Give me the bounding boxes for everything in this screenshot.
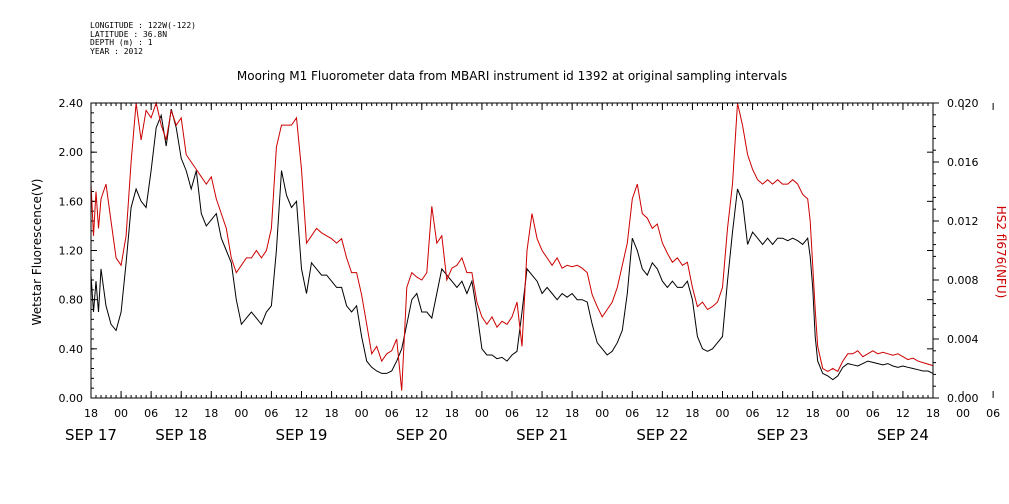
x-hour-label: 18 — [445, 407, 459, 420]
y-right-tick-label: 0.000 — [947, 392, 979, 405]
y-right-tick-label: 0.008 — [947, 274, 979, 287]
x-day-label: SEP 20 — [396, 426, 448, 444]
plot-frame — [90, 102, 934, 399]
x-day-label: SEP 19 — [276, 426, 328, 444]
x-hour-label: 00 — [595, 407, 609, 420]
x-hour-label: 06 — [385, 407, 399, 420]
x-hour-label: 06 — [264, 407, 278, 420]
y-axis-left-label: Wetstar Fluorescence(V) — [30, 179, 44, 326]
red-series-line — [90, 101, 934, 391]
x-hour-label: 06 — [144, 407, 158, 420]
y-left-tick-label: 0.40 — [59, 343, 84, 356]
metadata-block: LONGITUDE : 122W(-122) LATITUDE : 36.8N … — [90, 21, 196, 56]
depth-text: DEPTH (m) : 1 — [90, 38, 153, 47]
x-day-label: SEP 21 — [516, 426, 568, 444]
y-right-tick-label: 0.004 — [947, 333, 979, 346]
y-left-tick-label: 1.20 — [59, 245, 84, 258]
x-hour-label: 12 — [415, 407, 429, 420]
x-hour-label: 12 — [174, 407, 188, 420]
x-hour-label: 18 — [565, 407, 579, 420]
x-hour-label: 12 — [776, 407, 790, 420]
x-day-label: SEP 23 — [757, 426, 809, 444]
x-hour-label: 00 — [836, 407, 850, 420]
chart-title: Mooring M1 Fluorometer data from MBARI i… — [237, 69, 787, 83]
x-hour-label: 18 — [325, 407, 339, 420]
x-hour-label: 06 — [746, 407, 760, 420]
x-hour-label: 00 — [234, 407, 248, 420]
y-axis-right-label: HS2 fl676(NFU) — [994, 206, 1008, 299]
x-hour-label: 06 — [625, 407, 639, 420]
black-series-line — [90, 108, 934, 381]
longitude-text: LONGITUDE : 122W(-122) — [90, 21, 196, 30]
y-right-tick-label: 0.012 — [947, 215, 979, 228]
y-right-tick-label: 0.016 — [947, 156, 979, 169]
x-day-label: SEP 24 — [877, 426, 929, 444]
latitude-text: LATITUDE : 36.8N — [90, 29, 168, 39]
x-hour-label: 12 — [295, 407, 309, 420]
x-hour-label: 12 — [896, 407, 910, 420]
year-text: YEAR : 2012 — [90, 46, 143, 56]
x-hour-label: 12 — [535, 407, 549, 420]
y-left-tick-label: 0.00 — [59, 392, 84, 405]
x-hour-label: 18 — [806, 407, 820, 420]
x-day-label: SEP 22 — [636, 426, 688, 444]
x-hour-label: 06 — [505, 407, 519, 420]
x-hour-label: 00 — [355, 407, 369, 420]
x-hour-label: 00 — [114, 407, 128, 420]
x-hour-label: 00 — [716, 407, 730, 420]
x-hour-label: 06 — [986, 407, 1000, 420]
x-hour-label: 18 — [204, 407, 218, 420]
x-hour-label: 00 — [475, 407, 489, 420]
x-hour-label: 12 — [655, 407, 669, 420]
x-hour-label: 18 — [685, 407, 699, 420]
x-hour-label: 18 — [926, 407, 940, 420]
y-left-tick-label: 0.80 — [59, 294, 84, 307]
x-day-label: SEP 18 — [155, 426, 207, 444]
x-hour-label: 06 — [866, 407, 880, 420]
y-left-tick-label: 1.60 — [59, 195, 84, 208]
x-hour-label: 00 — [956, 407, 970, 420]
y-left-tick-label: 2.00 — [59, 146, 84, 159]
y-left-tick-label: 2.40 — [59, 97, 84, 110]
x-day-label: SEP 17 — [65, 426, 117, 444]
x-hour-label: 18 — [84, 407, 98, 420]
